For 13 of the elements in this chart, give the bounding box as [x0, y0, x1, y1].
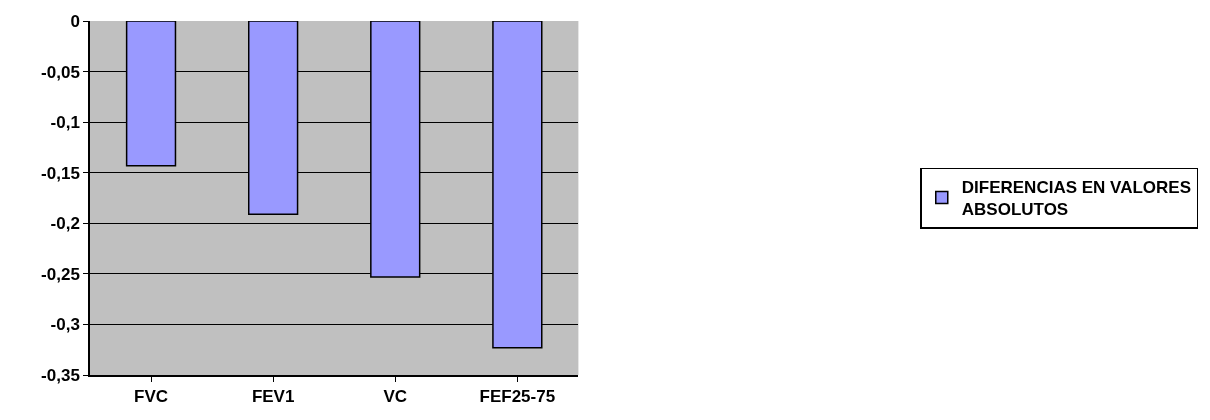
- y-tick-label: -0,35: [41, 365, 80, 385]
- y-tick-label: -0,1: [50, 113, 80, 133]
- y-tick-label: -0,25: [41, 264, 80, 284]
- y-tick-label: -0,15: [41, 163, 80, 183]
- y-tick-label: 0: [70, 11, 80, 31]
- legend-label: DIFERENCIAS EN VALORES ABSOLUTOS: [961, 178, 1191, 220]
- x-tick-label: FVC: [134, 387, 169, 407]
- x-tick-label: FEV1: [251, 387, 295, 407]
- x-tick-label: VC: [383, 387, 408, 407]
- x-tick-label: FEF25-75: [479, 387, 556, 407]
- y-tick-label: -0,2: [50, 214, 80, 234]
- y-tick-label: -0,3: [50, 315, 80, 335]
- y-tick-label: -0,05: [41, 62, 80, 82]
